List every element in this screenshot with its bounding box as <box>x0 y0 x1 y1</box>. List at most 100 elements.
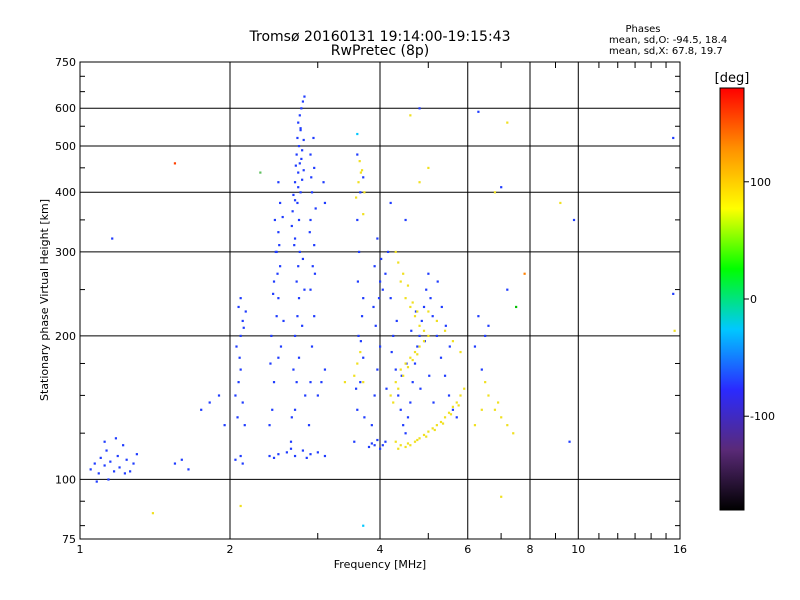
o-mode-point <box>105 449 108 452</box>
colorbar-tick-label: 0 <box>750 293 757 306</box>
o-mode-point <box>506 288 509 291</box>
o-mode-point <box>89 468 92 471</box>
x-mode-point <box>358 160 361 163</box>
o-mode-point <box>416 345 419 348</box>
o-mode-point <box>672 136 675 140</box>
o-mode-point <box>303 95 306 98</box>
o-mode-point <box>289 447 293 450</box>
o-mode-point <box>208 401 211 404</box>
o-mode-point <box>379 345 382 348</box>
o-mode-point <box>310 176 313 179</box>
o-mode-point <box>444 324 447 327</box>
o-mode-point <box>410 329 413 332</box>
outlier-point <box>362 524 365 527</box>
o-mode-point <box>290 416 293 419</box>
x-mode-point <box>418 181 421 184</box>
o-mode-point <box>301 100 305 103</box>
o-mode-point <box>299 127 302 130</box>
x-mode-point <box>394 381 397 384</box>
o-mode-point <box>672 292 675 295</box>
o-mode-point <box>373 394 376 397</box>
o-mode-point <box>103 464 106 467</box>
x-mode-point <box>422 329 426 332</box>
o-mode-point <box>277 453 280 456</box>
o-mode-point <box>572 218 576 222</box>
o-mode-point <box>290 224 293 228</box>
x-mode-point <box>357 181 360 184</box>
x-mode-point <box>409 356 412 359</box>
o-mode-point <box>309 153 312 156</box>
o-mode-point <box>359 191 362 194</box>
o-mode-point <box>316 451 319 454</box>
o-mode-point <box>112 470 116 473</box>
o-mode-point <box>269 362 272 365</box>
colorbar-tick-label: -100 <box>750 410 775 423</box>
x-mode-point <box>413 315 417 318</box>
o-mode-point <box>432 401 435 404</box>
chart-title: Tromsø 20160131 19:14:00-19:15:43 <box>249 29 511 45</box>
y-axis-ticks: 75 100 200 300 400 500 600 750 <box>55 56 76 546</box>
x-mode-point <box>441 422 445 425</box>
o-mode-point <box>404 432 407 435</box>
o-mode-point <box>427 272 430 275</box>
x-mode-point <box>404 297 407 300</box>
o-mode-point <box>312 136 315 140</box>
o-mode-point <box>309 453 312 456</box>
o-mode-point <box>295 280 298 283</box>
x-mode-point <box>512 432 515 435</box>
x-mode-point <box>431 427 434 430</box>
o-mode-point <box>293 454 297 458</box>
o-mode-point <box>384 440 387 443</box>
o-mode-point <box>297 121 300 124</box>
o-mode-point <box>411 381 414 384</box>
x-mode-point <box>473 424 477 427</box>
o-mode-point <box>353 440 356 443</box>
o-mode-point <box>234 458 237 461</box>
o-mode-point <box>291 210 294 213</box>
o-mode-point <box>431 315 434 318</box>
o-mode-point <box>277 231 280 234</box>
o-mode-point <box>244 310 247 313</box>
colorbar-ticks: 100 0 -100 <box>744 176 775 423</box>
x-mode-point <box>435 424 438 427</box>
o-mode-point <box>440 305 443 309</box>
o-mode-point <box>275 315 278 318</box>
x-tick-label: 10 <box>571 543 585 556</box>
x-mode-point <box>463 387 466 390</box>
o-mode-point <box>241 401 244 404</box>
o-mode-point <box>302 138 305 142</box>
o-mode-point <box>443 374 447 377</box>
o-mode-point <box>420 319 423 323</box>
o-mode-point <box>173 462 177 465</box>
o-mode-point <box>234 394 237 397</box>
x-mode-point <box>506 121 509 124</box>
o-mode-point <box>304 394 307 397</box>
o-mode-point <box>311 265 314 268</box>
o-mode-point <box>281 215 284 219</box>
x-mode-point <box>493 191 497 194</box>
o-mode-point <box>277 356 280 359</box>
o-mode-point <box>439 356 443 359</box>
x-mode-point <box>427 430 430 433</box>
o-mode-point <box>356 408 359 411</box>
outlier-point <box>173 162 177 165</box>
x-mode-point <box>394 440 397 443</box>
o-mode-point <box>362 297 365 300</box>
o-mode-point <box>309 218 312 222</box>
o-mode-point <box>301 449 305 452</box>
x-mode-point <box>418 345 421 348</box>
x-mode-point <box>406 366 410 369</box>
o-mode-point <box>278 244 281 247</box>
o-mode-point <box>487 324 490 327</box>
o-mode-point <box>307 424 311 427</box>
x-mode-point <box>399 280 402 283</box>
o-mode-point <box>297 144 301 148</box>
o-mode-point <box>236 416 239 419</box>
colorbar <box>719 87 745 511</box>
o-mode-point <box>436 280 439 283</box>
x-mode-point <box>433 428 436 432</box>
phases-heading: Phases <box>625 24 660 35</box>
o-mode-point <box>277 181 280 184</box>
o-mode-point <box>356 280 359 283</box>
